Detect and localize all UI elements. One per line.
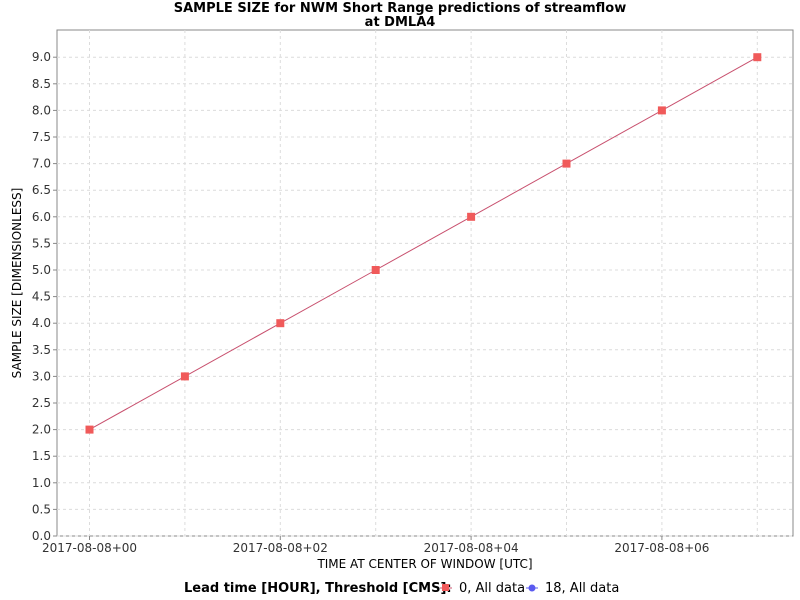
chart-subtitle: at DMLA4 (365, 15, 436, 30)
y-tick-label: 7.5 (32, 130, 51, 144)
plot-area (56, 29, 794, 537)
x-tick-label: 2017-08-08+02 (233, 541, 328, 555)
legend-item-label: 0, All data (459, 581, 525, 596)
y-tick-label: 1.0 (32, 476, 51, 490)
y-axis-label: SAMPLE SIZE [DIMENSIONLESS] (10, 188, 24, 379)
y-tick-label: 6.0 (32, 210, 51, 224)
y-tick-label: 5.5 (32, 236, 51, 250)
y-tick-label: 9.0 (32, 50, 51, 64)
y-tick-label: 6.5 (32, 183, 51, 197)
chart-title: SAMPLE SIZE for NWM Short Range predicti… (174, 1, 627, 16)
data-point (180, 372, 189, 381)
x-tick-label: 2017-08-08+00 (42, 541, 137, 555)
series-line (89, 56, 758, 431)
legend-title: Lead time [HOUR], Threshold [CMS]: (184, 581, 452, 596)
x-tick-label: 2017-08-08+04 (424, 541, 519, 555)
x-tick-label: 2017-08-08+06 (614, 541, 709, 555)
legend-marker-circle (528, 584, 536, 592)
x-axis-label: TIME AT CENTER OF WINDOW [UTC] (316, 557, 532, 571)
y-tick-label: 1.5 (32, 449, 51, 463)
y-tick-label: 5.0 (32, 263, 51, 277)
legend-item-label: 18, All data (545, 581, 619, 596)
data-point (276, 319, 285, 328)
y-tick-label: 0.0 (32, 529, 51, 543)
y-tick-label: 3.5 (32, 343, 51, 357)
data-point (657, 106, 666, 115)
y-tick-label: 2.0 (32, 423, 51, 437)
data-point (562, 159, 571, 168)
y-tick-label: 4.0 (32, 316, 51, 330)
data-point (753, 53, 762, 62)
y-tick-label: 0.5 (32, 502, 51, 516)
y-tick-label: 2.5 (32, 396, 51, 410)
legend-marker-square (442, 584, 449, 591)
y-tick-label: 3.0 (32, 369, 51, 383)
y-tick-label: 8.5 (32, 77, 51, 91)
data-point (85, 425, 94, 434)
y-tick-label: 7.0 (32, 157, 51, 171)
y-tick-label: 4.5 (32, 290, 51, 304)
data-point (371, 266, 380, 274)
legend: Lead time [HOUR], Threshold [CMS]: 0, All… (184, 581, 619, 596)
data-point (467, 212, 476, 221)
y-tick-label: 8.0 (32, 103, 51, 117)
